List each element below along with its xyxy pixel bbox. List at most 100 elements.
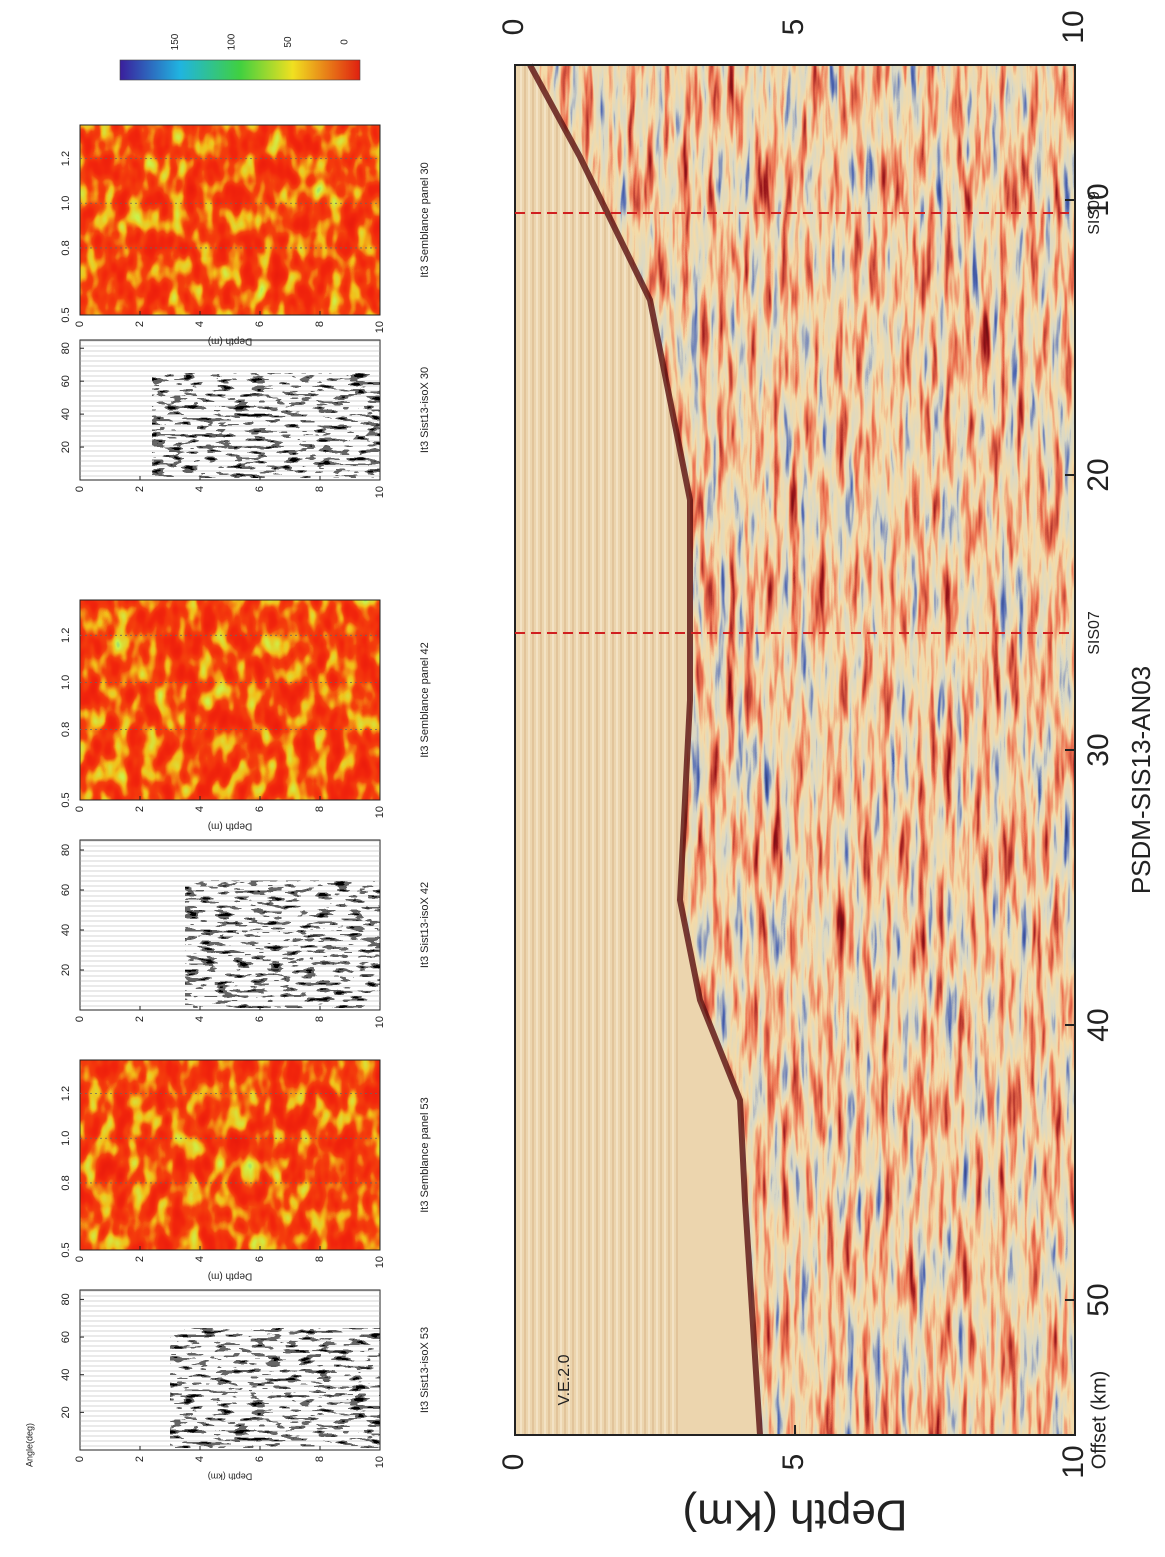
semblance-map	[80, 125, 380, 315]
x-tick-label: 0.8	[60, 1175, 72, 1190]
y-tick-label: 10	[374, 1256, 386, 1268]
semblance-map	[80, 600, 380, 800]
x-tick-label: 0.5	[60, 1242, 72, 1257]
gather-events	[152, 373, 380, 478]
well-label: SIS09	[1086, 191, 1103, 235]
y-tick-label: 10	[1057, 1445, 1090, 1478]
y-tick-label: 8	[314, 321, 326, 327]
y-tick-label: 10	[374, 321, 386, 333]
x-tick-label: 80	[60, 1293, 72, 1305]
y-tick-label: 8	[314, 486, 326, 492]
annotation: V.E.2.0	[556, 1354, 573, 1405]
x-tick-label: 1.2	[60, 151, 72, 166]
colorbar-tick-label: 100	[227, 33, 238, 50]
x-tick-label: 20	[1082, 458, 1115, 491]
well-label: SIS07	[1086, 611, 1103, 655]
y-axis-label: Depth (m)	[208, 1270, 252, 1281]
y-tick-label-right: 5	[777, 19, 810, 36]
x-tick-label: 30	[1082, 733, 1115, 766]
panel-caption: It3 Sist13-isoX 30	[419, 367, 431, 453]
colorbar-tick-label: 50	[283, 36, 294, 48]
y-tick-label: 0	[74, 1256, 86, 1262]
y-tick-label: 0	[74, 806, 86, 812]
y-tick-label: 0	[74, 486, 86, 492]
panel-caption: It3 Semblance panel 42	[419, 642, 431, 758]
x-tick-label: 40	[60, 924, 72, 936]
colorbar-tick-label: 150	[170, 33, 181, 50]
x-tick-label: 20	[60, 1406, 72, 1418]
y-tick-label: 10	[374, 1016, 386, 1028]
seafloor	[527, 63, 763, 1436]
x-tick-label: 40	[60, 408, 72, 420]
x-tick-label: 1.0	[60, 196, 72, 211]
x-tick-label: 20	[60, 441, 72, 453]
x-tick-label: 1.2	[60, 1086, 72, 1101]
y-tick-label: 0	[74, 1016, 86, 1022]
x-tick-label: 40	[60, 1369, 72, 1381]
y-tick-label: 10	[374, 806, 386, 818]
x-tick-label: 60	[60, 375, 72, 387]
y-tick-label: 2	[134, 321, 146, 327]
x-tick-label: 1.2	[60, 628, 72, 643]
y-tick-label: 5	[777, 1454, 810, 1471]
x-axis-label: Angle(deg)	[24, 1423, 34, 1467]
x-tick-label: 0.5	[60, 307, 72, 322]
y-tick-label: 0	[74, 321, 86, 327]
semblance-map	[80, 1060, 380, 1250]
y-tick-label: 0	[74, 1456, 86, 1462]
x-tick-label: 60	[60, 884, 72, 896]
y-tick-label: 2	[134, 1016, 146, 1022]
panel-caption: It3 Sist13-isoX 42	[419, 882, 431, 968]
x-tick-label: 20	[60, 964, 72, 976]
semblance-frame	[79, 599, 381, 801]
y-tick-label: 8	[314, 1256, 326, 1262]
y-tick-label: 6	[254, 806, 266, 812]
y-tick-label: 8	[314, 1016, 326, 1022]
panel-caption: It3 Semblance panel 30	[419, 162, 431, 278]
x-tick-label: 80	[60, 844, 72, 856]
gather-events	[170, 1328, 380, 1448]
colorbar	[119, 59, 361, 81]
y-tick-label: 10	[374, 1456, 386, 1468]
y-tick-label: 6	[254, 1256, 266, 1262]
y-tick-label: 0	[497, 1454, 530, 1471]
x-tick-label: 1.0	[60, 1131, 72, 1146]
y-tick-label: 6	[254, 1456, 266, 1462]
y-tick-label: 4	[194, 321, 206, 327]
panel-title: PSDM-SIS13-AN03	[1126, 666, 1156, 894]
y-tick-label: 8	[314, 806, 326, 812]
y-tick-label: 2	[134, 1456, 146, 1462]
y-tick-label: 4	[194, 1456, 206, 1462]
gather-events	[185, 880, 380, 1008]
y-tick-label: 6	[254, 486, 266, 492]
y-tick-label: 6	[254, 1016, 266, 1022]
semblance-frame	[79, 124, 381, 316]
y-tick-label: 4	[194, 1016, 206, 1022]
x-tick-label: 10	[1082, 183, 1115, 216]
y-tick-label: 6	[254, 321, 266, 327]
x-tick-label: 50	[1082, 1283, 1115, 1316]
panel-caption: It3 Sist13-isoX 53	[419, 1327, 431, 1413]
y-tick-label: 4	[194, 486, 206, 492]
panel-caption: It3 Semblance panel 53	[419, 1097, 431, 1213]
y-tick-label-right: 10	[1057, 10, 1090, 43]
y-axis-label: Depth (km)	[208, 1472, 253, 1482]
y-tick-label: 4	[194, 806, 206, 812]
y-axis-label: Depth (Km)	[683, 1490, 908, 1539]
x-tick-label: 80	[60, 342, 72, 354]
x-tick-label: 0.8	[60, 240, 72, 255]
x-tick-label: 0.5	[60, 792, 72, 807]
y-tick-label: 2	[134, 806, 146, 812]
y-tick-label: 4	[194, 1256, 206, 1262]
x-tick-label: 60	[60, 1331, 72, 1343]
y-axis-label: Depth (m)	[208, 335, 252, 346]
x-axis-label: Offset (km)	[1088, 1371, 1110, 1470]
y-axis-label: Depth (m)	[208, 820, 252, 831]
semblance-frame	[79, 1059, 381, 1251]
x-tick-label: 0.8	[60, 722, 72, 737]
colorbar-tick-label: 0	[340, 39, 351, 45]
x-tick-label: 1.0	[60, 675, 72, 690]
